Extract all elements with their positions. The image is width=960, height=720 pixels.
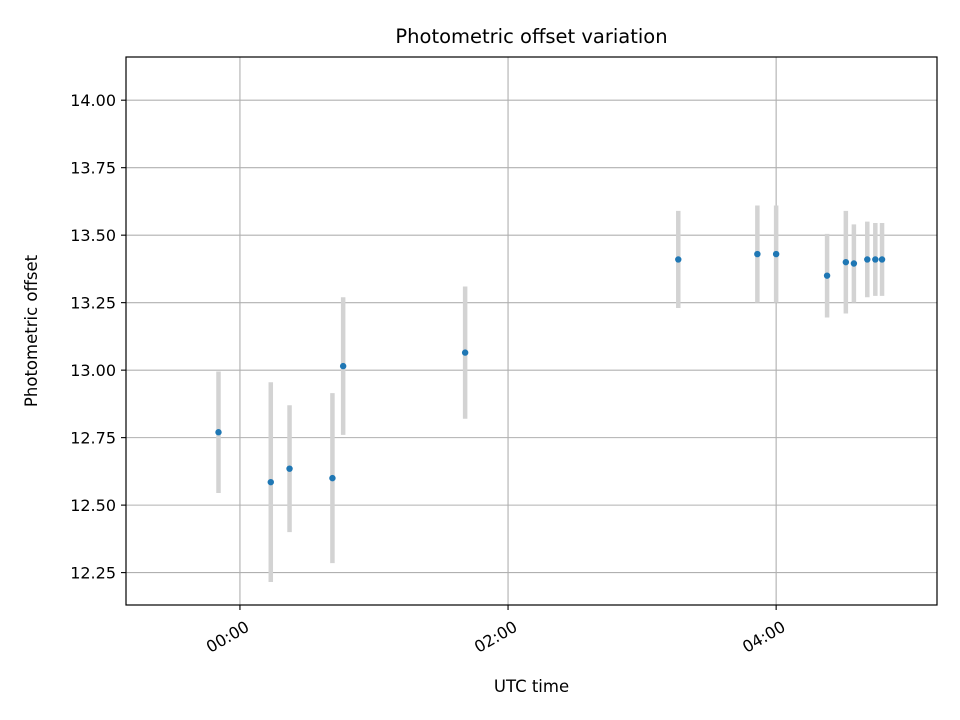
data-point <box>339 362 347 370</box>
data-point <box>823 272 831 279</box>
data-point <box>878 256 886 263</box>
data-point <box>461 349 469 356</box>
data-point <box>329 474 336 482</box>
data-point <box>286 465 293 472</box>
data-point <box>772 250 780 258</box>
y-tick-label: 13.00 <box>70 361 116 380</box>
y-tick-label: 13.75 <box>70 159 116 178</box>
plot-area <box>126 57 937 605</box>
grid <box>126 57 937 605</box>
y-tick-label: 12.25 <box>70 564 116 583</box>
chart-title: Photometric offset variation <box>395 25 667 48</box>
y-axis-ticks: 12.25 12.50 12.75 13.00 13.25 13.50 13.75 14.00 <box>70 91 126 583</box>
y-tick-label: 13.25 <box>70 294 116 313</box>
data-point <box>864 256 871 263</box>
data-points <box>215 250 886 486</box>
data-point <box>754 250 761 258</box>
y-axis-label: Photometric offset <box>22 254 41 407</box>
data-point <box>842 258 850 266</box>
data-point <box>267 478 274 486</box>
x-axis-label: UTC time <box>494 677 569 696</box>
data-point <box>215 429 222 436</box>
y-tick-label: 12.50 <box>70 496 116 515</box>
y-tick-label: 12.75 <box>70 429 116 448</box>
data-point <box>850 260 858 267</box>
y-tick-label: 14.00 <box>70 91 116 110</box>
plot-frame <box>125 56 938 606</box>
y-tick-label: 13.50 <box>70 226 116 245</box>
data-point <box>675 256 682 263</box>
data-point <box>872 256 879 263</box>
